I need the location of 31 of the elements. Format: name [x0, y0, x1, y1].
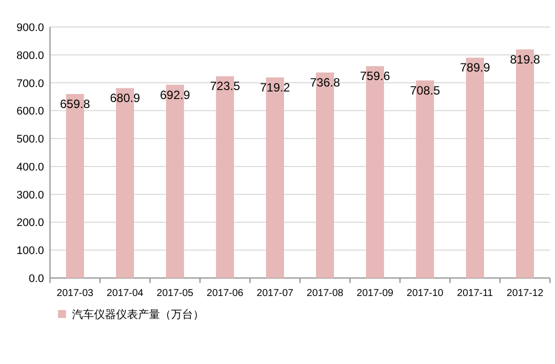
y-tick-label: 100.0 — [16, 245, 44, 258]
data-label: 659.8 — [60, 96, 90, 111]
x-tick-label: 2017-08 — [306, 288, 344, 299]
data-label: 708.5 — [410, 83, 440, 98]
x-tick-label: 2017-10 — [406, 288, 444, 299]
x-tick-label: 2017-05 — [156, 288, 194, 299]
y-tick-label: 600.0 — [16, 106, 44, 118]
data-label: 680.9 — [110, 91, 140, 106]
x-tick-label: 2017-04 — [106, 288, 144, 299]
x-tick-label: 2017-03 — [56, 288, 94, 299]
y-tick-label: 900.0 — [16, 22, 44, 34]
data-label: 719.2 — [260, 80, 290, 94]
y-tick-label: 800.0 — [16, 50, 44, 62]
data-label: 736.8 — [310, 76, 340, 90]
y-tick-label: 400.0 — [16, 161, 44, 174]
data-label: 819.8 — [510, 52, 540, 66]
y-tick-label: 300.0 — [16, 189, 44, 202]
x-tick-label: 2017-09 — [356, 288, 394, 299]
x-tick-label: 2017-07 — [256, 288, 294, 299]
y-tick-label: 200.0 — [16, 217, 44, 230]
y-tick-label: 700.0 — [16, 78, 44, 90]
x-tick-label: 2017-11 — [457, 288, 494, 299]
y-tick-label: 500.0 — [16, 134, 44, 146]
x-tick-label: 2017-06 — [206, 288, 244, 299]
legend-label: 汽车仪器仪表产量（万台） — [72, 308, 204, 321]
x-tick-label: 2017-12 — [506, 288, 544, 299]
y-tick-label: 0.0 — [28, 273, 44, 285]
data-label: 759.6 — [360, 69, 390, 84]
data-label: 789.9 — [460, 60, 490, 75]
data-label: 723.5 — [210, 79, 240, 94]
data-label: 692.9 — [160, 88, 190, 102]
